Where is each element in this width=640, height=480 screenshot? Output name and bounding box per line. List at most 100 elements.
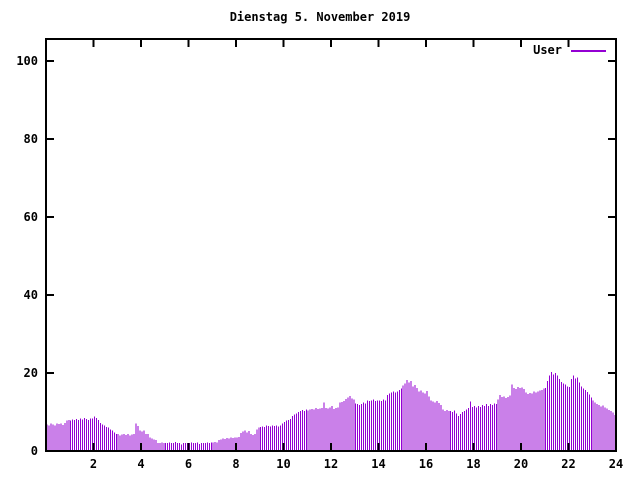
bar bbox=[206, 442, 208, 450]
bar bbox=[420, 390, 422, 450]
y-tick-label: 20 bbox=[24, 366, 38, 380]
bar bbox=[325, 408, 327, 450]
bar bbox=[454, 410, 456, 450]
bar bbox=[254, 433, 256, 450]
bar bbox=[82, 419, 84, 450]
bar bbox=[472, 406, 474, 450]
bar bbox=[513, 387, 515, 450]
x-tick-label: 2 bbox=[90, 457, 97, 471]
bar bbox=[446, 410, 448, 450]
bar bbox=[113, 432, 115, 450]
bar bbox=[434, 402, 436, 450]
bar bbox=[216, 442, 218, 450]
bar bbox=[390, 392, 392, 450]
bar bbox=[224, 438, 226, 450]
bar bbox=[331, 405, 333, 450]
bar bbox=[280, 425, 282, 450]
bar bbox=[491, 404, 493, 450]
bar bbox=[287, 419, 289, 450]
bar bbox=[208, 442, 210, 450]
bar bbox=[523, 388, 525, 450]
legend: User bbox=[533, 44, 606, 57]
bar bbox=[400, 388, 402, 450]
bar bbox=[479, 406, 481, 450]
bar bbox=[369, 401, 371, 450]
bar bbox=[483, 406, 485, 450]
bar bbox=[295, 413, 297, 450]
bar bbox=[173, 443, 175, 450]
bar bbox=[109, 429, 111, 450]
bar bbox=[505, 397, 507, 450]
bar bbox=[185, 442, 187, 450]
bar bbox=[86, 419, 88, 450]
bar bbox=[278, 426, 280, 450]
bar bbox=[475, 407, 477, 450]
bar bbox=[507, 396, 509, 450]
bar bbox=[309, 409, 311, 450]
bar bbox=[92, 418, 94, 450]
bar bbox=[612, 412, 614, 450]
bar bbox=[416, 387, 418, 450]
bar bbox=[444, 410, 446, 450]
bar bbox=[590, 397, 592, 450]
bar bbox=[426, 390, 428, 450]
bar bbox=[70, 420, 72, 450]
bar bbox=[307, 410, 309, 450]
bar bbox=[52, 424, 54, 450]
bar bbox=[485, 404, 487, 450]
bar bbox=[167, 443, 169, 450]
x-tick-label: 6 bbox=[185, 457, 192, 471]
bar bbox=[543, 388, 545, 450]
bar bbox=[117, 434, 119, 450]
y-tick-label: 80 bbox=[24, 132, 38, 146]
bar bbox=[561, 381, 563, 450]
bar bbox=[333, 408, 335, 450]
bar bbox=[68, 419, 70, 450]
bar bbox=[131, 434, 133, 450]
bar bbox=[155, 440, 157, 450]
bar bbox=[497, 399, 499, 450]
bar bbox=[414, 385, 416, 450]
bar bbox=[274, 426, 276, 450]
bar bbox=[584, 390, 586, 450]
bar bbox=[398, 390, 400, 450]
bar bbox=[402, 385, 404, 450]
bar bbox=[105, 426, 107, 450]
bar bbox=[448, 411, 450, 450]
bar bbox=[165, 442, 167, 450]
bar bbox=[72, 419, 74, 450]
bar bbox=[462, 412, 464, 450]
bar bbox=[230, 437, 232, 450]
bar bbox=[76, 419, 78, 450]
bar bbox=[375, 401, 377, 450]
bar bbox=[458, 415, 460, 450]
bar bbox=[179, 442, 181, 450]
bar bbox=[481, 404, 483, 450]
bar bbox=[145, 434, 147, 450]
bar bbox=[175, 442, 177, 450]
y-tick-label: 60 bbox=[24, 210, 38, 224]
bar bbox=[567, 386, 569, 450]
bar bbox=[240, 433, 242, 450]
bar bbox=[323, 402, 325, 450]
bar bbox=[527, 394, 529, 450]
bar bbox=[460, 413, 462, 450]
bar bbox=[248, 431, 250, 450]
bar bbox=[466, 409, 468, 450]
bar bbox=[596, 403, 598, 450]
bar bbox=[101, 424, 103, 450]
bar bbox=[111, 430, 113, 450]
bar bbox=[495, 404, 497, 450]
bar bbox=[84, 418, 86, 450]
bar bbox=[499, 394, 501, 450]
bar bbox=[531, 393, 533, 450]
bar bbox=[386, 395, 388, 450]
bar bbox=[432, 401, 434, 450]
bar bbox=[147, 434, 149, 450]
bar bbox=[378, 400, 380, 450]
bar bbox=[74, 419, 76, 450]
bar bbox=[349, 396, 351, 450]
bar bbox=[572, 375, 574, 450]
bar bbox=[90, 418, 92, 450]
x-tick-label: 16 bbox=[419, 457, 433, 471]
